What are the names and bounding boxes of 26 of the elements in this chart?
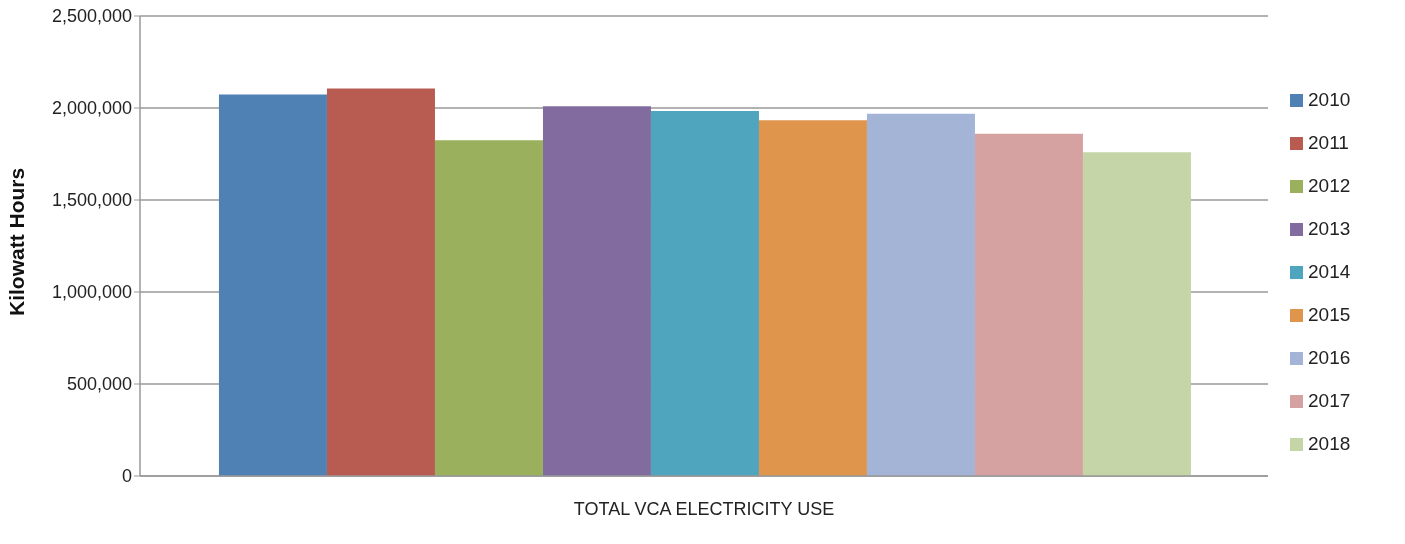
legend-label: 2012 xyxy=(1308,175,1351,197)
x-tick-label: TOTAL VCA ELECTRICITY USE xyxy=(573,498,835,519)
y-axis-title: Kilowatt Hours xyxy=(5,167,29,316)
legend-label: 2016 xyxy=(1308,347,1351,369)
legend-label: 2010 xyxy=(1308,89,1351,111)
bar xyxy=(218,94,327,476)
bar xyxy=(650,110,759,476)
legend-label: 2014 xyxy=(1308,261,1351,283)
bar xyxy=(1082,152,1191,476)
y-tick-label: 0 xyxy=(121,466,132,487)
y-tick-label: 500,000 xyxy=(66,374,132,395)
y-tick-label: 1,500,000 xyxy=(51,190,132,211)
y-tick-label: 2,500,000 xyxy=(51,6,132,27)
bar xyxy=(866,113,975,476)
bar xyxy=(326,88,435,476)
legend-label: 2017 xyxy=(1308,390,1351,412)
legend-label: 2013 xyxy=(1308,218,1351,240)
bar xyxy=(974,133,1083,476)
bar xyxy=(758,120,867,476)
y-tick-label: 1,000,000 xyxy=(51,282,132,303)
legend-label: 2015 xyxy=(1308,304,1351,326)
bar xyxy=(434,140,543,476)
bar xyxy=(542,106,651,476)
legend-label: 2018 xyxy=(1308,433,1351,455)
legend-label: 2011 xyxy=(1308,132,1349,154)
y-tick-label: 2,000,000 xyxy=(51,98,132,119)
